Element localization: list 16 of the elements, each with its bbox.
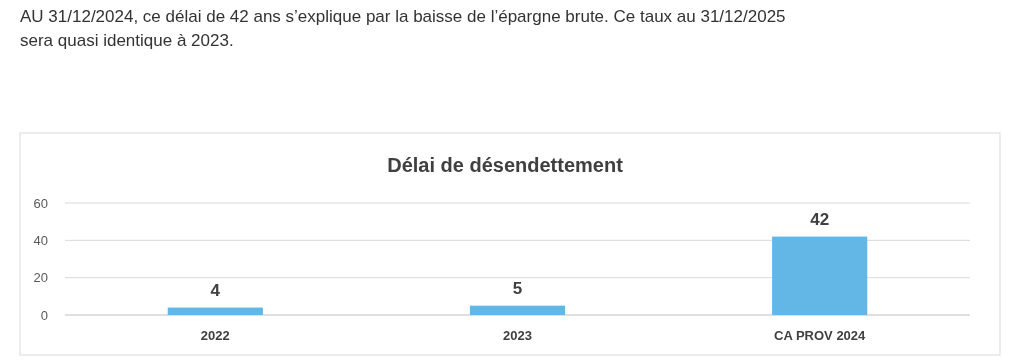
- data-label: 5: [512, 278, 523, 298]
- x-tick-label: 2023: [503, 328, 532, 343]
- x-tick-label: 2022: [200, 328, 230, 343]
- bar: [469, 305, 566, 315]
- text: sera quasi identique à 2023.: [20, 31, 234, 50]
- text: AU 31/12/2024, ce délai de 42 ans s’explique par la baisse de l’épargne brute. Ce taux au 31/12/2025: [20, 7, 786, 26]
- y-tick-label: 60: [33, 195, 48, 211]
- bar: [167, 307, 263, 315]
- data-label: 42: [810, 209, 830, 229]
- y-tick-label: 0: [40, 307, 48, 323]
- y-tick-label: 20: [33, 270, 48, 286]
- chart-title: Délai de désendettement: [387, 154, 624, 176]
- bar: [772, 236, 868, 315]
- x-tick-label: CA PROV 2024: [774, 328, 867, 343]
- y-tick-label: 40: [33, 232, 48, 248]
- data-label: 4: [210, 280, 221, 300]
